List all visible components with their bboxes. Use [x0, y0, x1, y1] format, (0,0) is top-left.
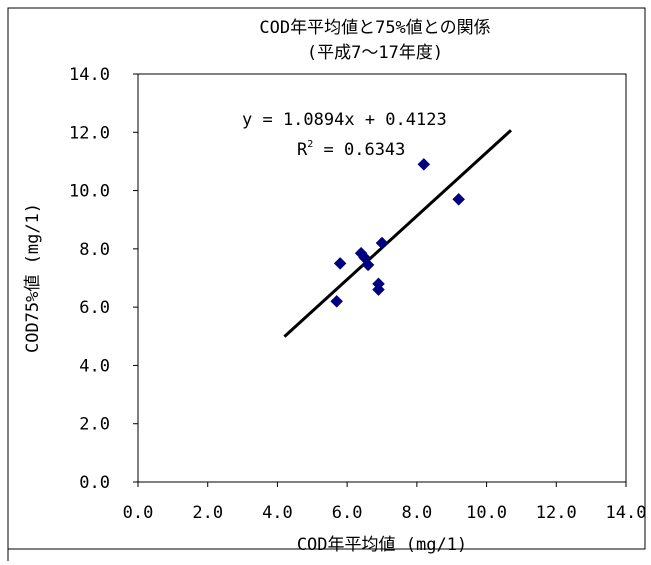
y-tick-label: 6.0	[79, 298, 110, 318]
x-tick-label: 0.0	[123, 503, 154, 523]
x-tick-label: 6.0	[332, 503, 363, 523]
x-tick-label: 10.0	[466, 503, 507, 523]
data-point	[417, 157, 431, 171]
data-point	[375, 236, 389, 250]
plot-area	[137, 73, 627, 483]
y-tick-label: 12.0	[69, 123, 110, 143]
data-point	[330, 294, 344, 308]
data-point	[372, 283, 385, 297]
y-axis-label: COD75%値 (mg/1)	[23, 203, 43, 353]
x-tick-label: 12.0	[536, 503, 577, 523]
chart-title: COD年平均値と75%値との関係	[259, 18, 490, 38]
trendline-group	[283, 129, 512, 338]
chart-subtitle: (平成7～17年度)	[307, 43, 443, 63]
y-tick-label: 4.0	[79, 356, 110, 376]
y-tick-label: 2.0	[79, 415, 110, 435]
x-tick-label: 4.0	[262, 503, 293, 523]
x-tick-label: 14.0	[606, 503, 647, 523]
data-points	[330, 157, 466, 308]
r-squared-label: R2 = 0.6343	[297, 139, 405, 160]
r-squared-prefix: R	[297, 140, 308, 160]
data-point	[361, 258, 375, 272]
y-axis-ticks: 0.0 2.0 4.0 6.0 8.0 10.0 12.0 14.0	[69, 65, 138, 493]
x-axis-label: COD年平均値 (mg/1)	[297, 535, 467, 555]
y-tick-label: 10.0	[69, 182, 110, 202]
x-axis-ticks: 0.0 2.0 4.0 6.0 8.0 10.0 12.0 14.0	[123, 482, 647, 523]
y-tick-label: 14.0	[69, 65, 110, 85]
data-point	[452, 192, 466, 206]
y-tick-label: 8.0	[79, 240, 110, 260]
y-tick-label: 0.0	[79, 473, 110, 493]
r-squared-value: = 0.6343	[313, 140, 405, 160]
trendline-equation: y = 1.0894x + 0.4123	[242, 110, 447, 130]
r-squared-exponent: 2	[307, 139, 313, 150]
data-point	[333, 257, 347, 270]
trendline	[283, 129, 512, 338]
x-tick-label: 8.0	[401, 503, 432, 523]
x-tick-label: 2.0	[192, 503, 223, 523]
